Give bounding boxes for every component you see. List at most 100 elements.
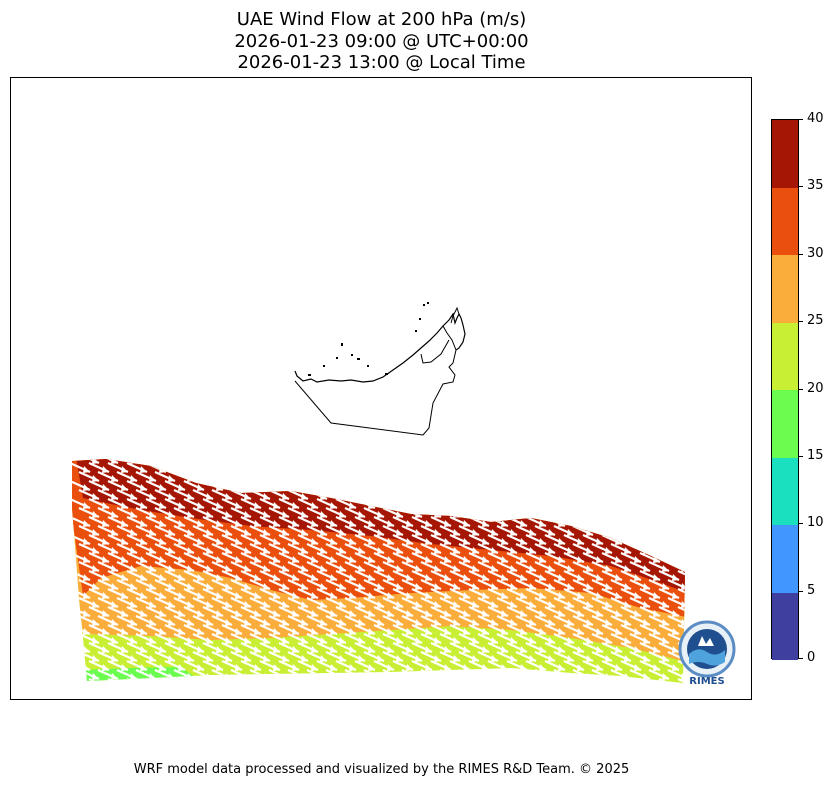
wind-arrow-head — [577, 574, 584, 581]
wind-arrow-head — [216, 484, 223, 491]
colorbar-segment — [772, 457, 798, 525]
wind-arrow-head — [662, 637, 669, 644]
wind-arrow-head — [254, 664, 261, 671]
wind-arrow — [231, 688, 251, 697]
wind-arrow — [506, 497, 528, 510]
wind-arrow-head — [301, 565, 308, 572]
wind-arrow-head — [102, 592, 109, 599]
wind-arrow-head — [292, 682, 299, 683]
wind-arrow-head — [282, 601, 289, 608]
wind-arrow-head — [634, 556, 641, 563]
wind-arrow — [439, 459, 461, 465]
wind-arrow-head — [387, 502, 394, 509]
wind-arrow-head — [368, 610, 375, 617]
wind-arrow-head — [539, 610, 546, 617]
wind-arrow-head — [102, 466, 109, 473]
wind-arrow-head — [83, 538, 90, 545]
wind-arrow-head — [197, 484, 204, 491]
wind-arrow-head — [653, 592, 660, 599]
wind-arrow-head — [168, 547, 175, 554]
wind-arrow-head — [548, 565, 555, 572]
wind-arrow — [126, 677, 148, 683]
wind-arrow-head — [282, 637, 289, 644]
wind-arrow-head — [672, 574, 679, 581]
wind-arrow-head — [453, 529, 460, 536]
wind-arrow-head — [320, 529, 327, 536]
wind-arrow-head — [102, 538, 109, 545]
wind-arrow — [278, 479, 300, 492]
wind-arrow-head — [482, 520, 489, 527]
wind-arrow-head — [301, 459, 308, 464]
wind-arrow-head — [197, 556, 204, 563]
wind-arrow-head — [491, 459, 498, 464]
wind-arrow-head — [301, 619, 308, 626]
wind-arrow-head — [92, 475, 99, 482]
wind-arrow-head — [349, 610, 356, 617]
wind-arrow-head — [178, 646, 185, 653]
wind-arrow — [629, 524, 651, 537]
wind-arrow — [458, 488, 480, 501]
wind-arrow — [477, 459, 499, 465]
wind-arrow-head — [700, 565, 707, 572]
wind-arrow-head — [634, 682, 641, 683]
wind-arrow — [677, 605, 685, 618]
wind-arrow-head — [662, 511, 669, 518]
wind-arrow-head — [349, 592, 356, 599]
wind-arrow — [563, 497, 585, 510]
wind-arrow-head — [624, 601, 631, 608]
wind-arrow-head — [358, 655, 365, 662]
wind-arrow-head — [121, 502, 128, 509]
wind-arrow-head — [168, 637, 175, 644]
wind-arrow-head — [653, 610, 660, 617]
wind-arrow-head — [624, 637, 631, 644]
wind-arrow-head — [111, 583, 118, 590]
wind-arrow-head — [102, 610, 109, 617]
wind-arrow-head — [102, 682, 109, 683]
wind-arrow — [373, 461, 395, 474]
wind-arrow — [439, 470, 461, 483]
wind-arrow-head — [197, 610, 204, 617]
wind-arrow — [297, 677, 319, 683]
wind-arrow-head — [282, 565, 289, 572]
wind-arrow-head — [130, 583, 137, 590]
wind-arrow-head — [178, 592, 185, 599]
wind-arrow — [344, 470, 366, 483]
wind-arrow-head — [425, 592, 432, 599]
wind-arrow — [620, 479, 642, 492]
wind-arrow-head — [377, 691, 384, 698]
wind-arrow-head — [149, 583, 156, 590]
wind-arrow-head — [235, 592, 242, 599]
rimes-logo-text: RIMES — [689, 676, 724, 687]
wind-arrow-head — [672, 664, 679, 671]
wind-arrow-head — [320, 475, 327, 482]
wind-arrow-head — [662, 459, 669, 464]
wind-arrow-head — [624, 493, 631, 500]
wind-arrow — [259, 461, 281, 474]
wind-arrow-head — [444, 664, 451, 671]
wind-arrow-head — [358, 637, 365, 644]
colorbar-segment — [772, 592, 798, 660]
wind-arrow-head — [206, 475, 213, 482]
wind-arrow-head — [681, 601, 685, 608]
wind-arrow-head — [643, 619, 650, 626]
wind-arrow-head — [444, 574, 451, 581]
wind-arrow — [677, 569, 685, 582]
wind-arrow-head — [292, 466, 299, 473]
colorbar — [771, 119, 799, 660]
wind-arrow-head — [102, 520, 109, 527]
wind-arrow-head — [387, 538, 394, 545]
wind-arrow-head — [653, 520, 660, 527]
wind-arrow — [582, 497, 604, 510]
wind-arrow-head — [301, 691, 308, 698]
wind-arrow-head — [700, 547, 707, 554]
wind-arrow-head — [520, 628, 527, 635]
wind-arrow-head — [596, 556, 603, 563]
wind-arrow-head — [159, 610, 166, 617]
wind-arrow-head — [387, 610, 394, 617]
wind-arrow-head — [634, 484, 641, 491]
wind-arrow-head — [577, 520, 584, 527]
wind-arrow — [373, 479, 395, 492]
wind-arrow — [278, 461, 300, 474]
wind-arrow-head — [643, 673, 650, 680]
wind-arrow-head — [178, 538, 185, 545]
